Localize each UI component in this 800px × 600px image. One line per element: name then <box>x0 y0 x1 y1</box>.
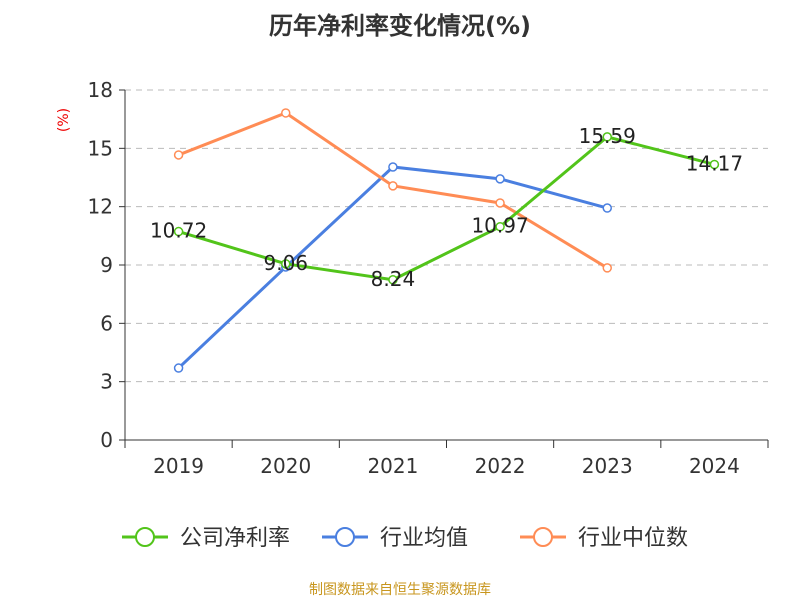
data-label: 8.24 <box>371 267 416 291</box>
data-point <box>173 363 184 373</box>
legend-marker <box>135 527 155 547</box>
data-point <box>602 203 612 213</box>
legend-label: 公司净利率 <box>180 526 290 551</box>
source-note: 制图数据来自恒生聚源数据库 <box>309 582 491 598</box>
y-tick-label: 18 <box>88 78 113 102</box>
data-point <box>388 275 398 285</box>
data-point <box>602 132 612 142</box>
data-point <box>281 108 291 118</box>
x-tick-label: 2020 <box>260 454 311 478</box>
x-tick-label: 2023 <box>582 454 633 478</box>
legend-label: 行业均值 <box>380 526 468 551</box>
y-tick-label: 9 <box>100 253 113 277</box>
data-point <box>495 198 505 208</box>
x-tick-label: 2021 <box>367 454 418 478</box>
data-label: 10.72 <box>150 219 207 243</box>
series-line <box>178 135 715 282</box>
x-tick-label: 2022 <box>475 454 526 478</box>
data-point <box>388 162 398 172</box>
x-tick-label: 2024 <box>689 454 740 478</box>
chart-title: 历年净利率变化情况(%) <box>269 12 531 40</box>
legend-marker <box>533 527 553 547</box>
data-point <box>495 174 505 184</box>
legend-label: 行业中位数 <box>578 526 688 551</box>
data-point <box>173 226 184 237</box>
y-tick-label: 0 <box>100 428 113 452</box>
data-point <box>495 221 505 232</box>
data-point <box>602 263 612 273</box>
data-label: 14.17 <box>686 151 743 175</box>
x-tick-label: 2019 <box>153 454 204 478</box>
y-tick-label: 12 <box>88 195 113 219</box>
data-point <box>281 259 291 269</box>
data-label: 10.97 <box>471 214 528 238</box>
y-tick-label: 6 <box>100 311 113 335</box>
data-label: 9.06 <box>263 251 308 275</box>
data-point <box>388 181 398 191</box>
y-tick-label: 3 <box>100 370 113 394</box>
data-point <box>709 159 720 170</box>
legend-marker <box>335 527 355 547</box>
y-tick-label: 15 <box>88 136 113 160</box>
data-label: 15.59 <box>579 124 636 148</box>
data-point <box>173 150 184 160</box>
